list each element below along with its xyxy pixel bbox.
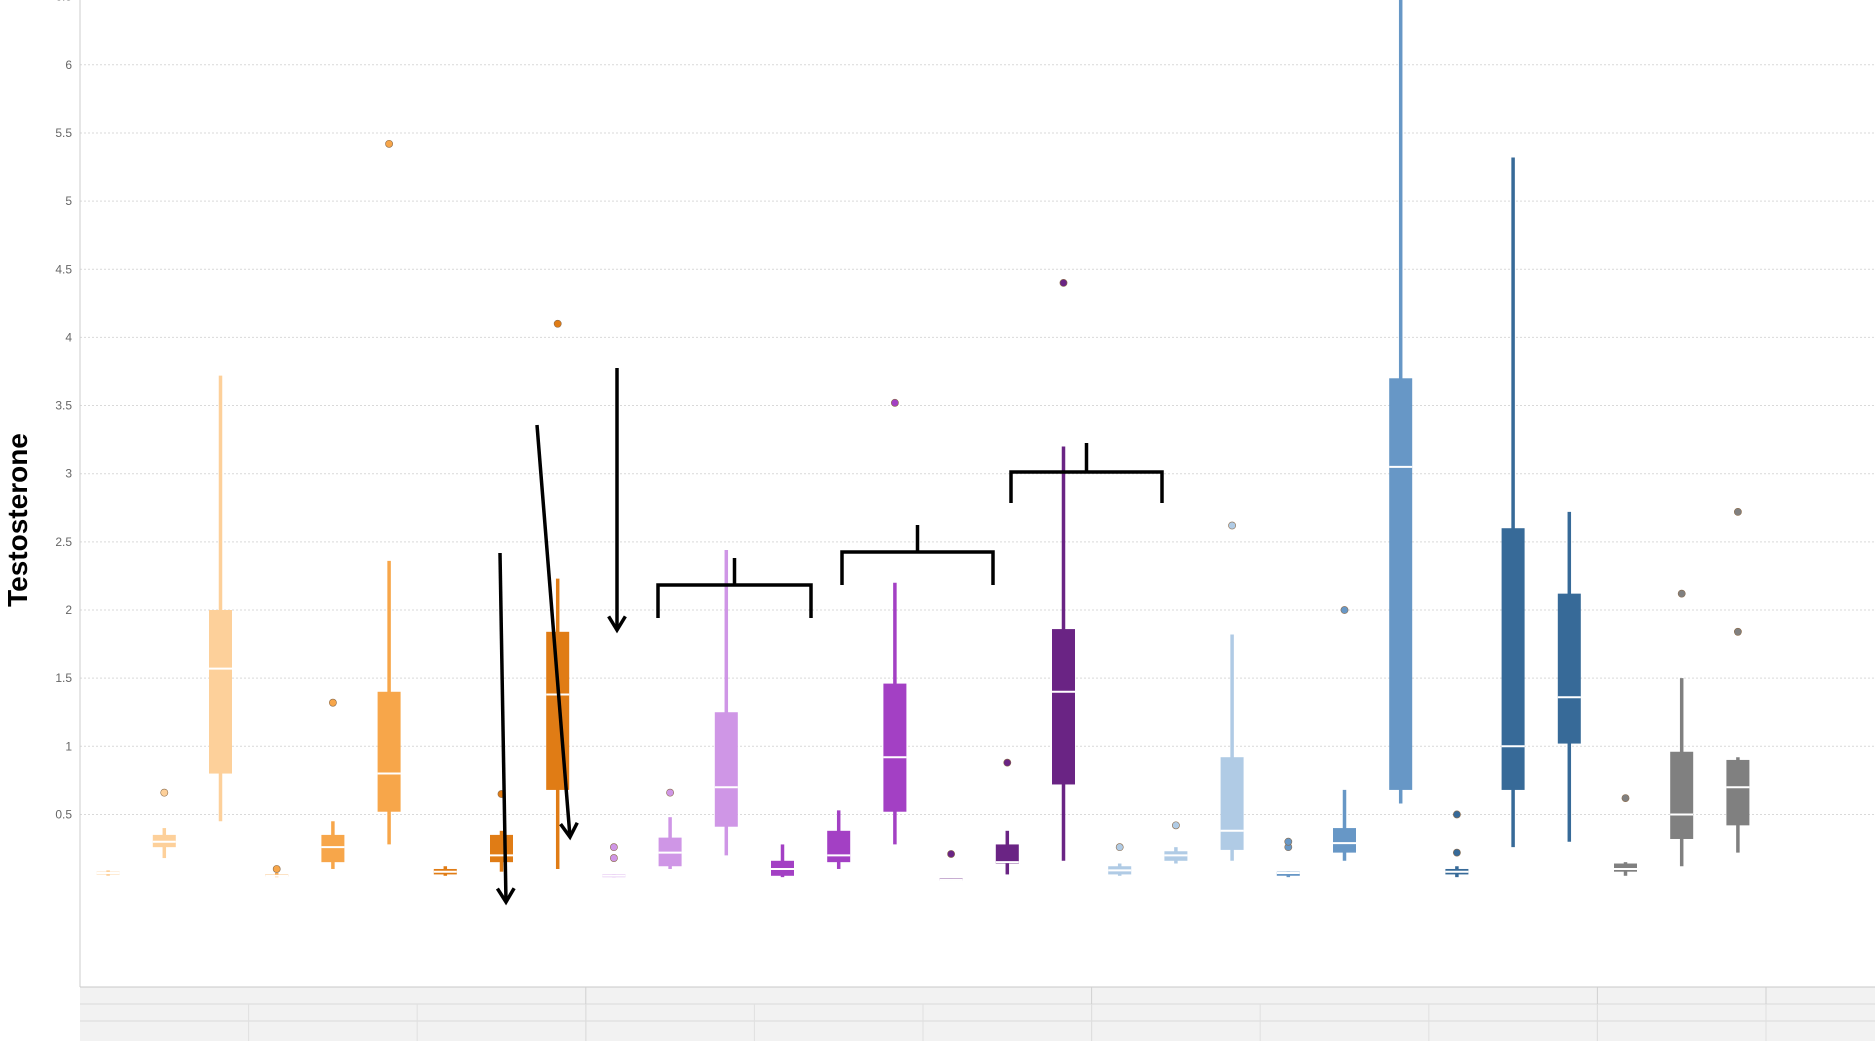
- outlier-point: [1003, 758, 1012, 767]
- outlier-point: [160, 788, 169, 797]
- outlier-point: [1677, 589, 1686, 598]
- box-body: [1557, 593, 1581, 744]
- box-series: [96, 0, 1750, 881]
- outlier-point: [947, 850, 955, 858]
- box-0-day42: [152, 788, 176, 859]
- outlier-point: [272, 865, 281, 873]
- outlier-point: [1115, 843, 1124, 852]
- box-body: [1501, 528, 1525, 790]
- box-9-day21: [1614, 794, 1637, 876]
- box-body: [883, 683, 907, 812]
- y-tick-label: 4: [65, 330, 72, 344]
- box-5-day42: [995, 758, 1019, 875]
- header-background: [80, 987, 1875, 1041]
- outlier-point: [1734, 507, 1742, 516]
- box-0-day21: [96, 870, 120, 876]
- outlier-point: [666, 788, 674, 797]
- outlier-point: [610, 843, 618, 852]
- outlier-point: [328, 698, 337, 707]
- box-1-day21: [265, 865, 289, 878]
- box-body: [1333, 828, 1356, 853]
- y-axis: Testosterone 0.5 1 1.5 2 2.5 3 3.5 4 4.5 5 5.5 6 6.5: [2, 0, 81, 987]
- box-body: [827, 830, 851, 863]
- outlier-point: [1621, 794, 1630, 802]
- box-body: [1726, 759, 1750, 826]
- outlier-point: [385, 139, 393, 148]
- arrow-head: [495, 887, 516, 906]
- outlier-point: [891, 398, 899, 407]
- outlier-point: [610, 854, 618, 862]
- outlier-point: [1453, 810, 1461, 819]
- box-body: [1052, 629, 1075, 785]
- box-3-day21: [602, 843, 626, 878]
- bracket: [1009, 470, 1164, 503]
- outlier-point: [553, 319, 562, 328]
- box-4-day21: [771, 844, 794, 878]
- box-body: [1670, 751, 1694, 839]
- y-axis-label: Testosterone: [2, 433, 33, 607]
- arrow-head: [607, 615, 627, 634]
- y-tick-label: 2.5: [55, 535, 72, 549]
- box-8-day21: [1445, 810, 1469, 878]
- box-body: [995, 844, 1019, 864]
- box-body: [321, 834, 345, 863]
- y-tick-label: 6: [65, 58, 72, 72]
- box-2-day42: [490, 790, 513, 872]
- outlier-point: [1284, 837, 1293, 846]
- y-tick-label: 3.5: [55, 399, 72, 413]
- box-7-day21: [1276, 837, 1300, 878]
- box-9-day83: [1726, 507, 1750, 853]
- outlier-point: [1172, 821, 1180, 830]
- category-header: [80, 986, 1875, 1041]
- bracket: [840, 550, 995, 585]
- box-5-day21: [939, 850, 963, 881]
- y-tick-label: 0.5: [55, 807, 72, 821]
- box-8-day83: [1557, 511, 1581, 842]
- box-6-day42: [1164, 821, 1188, 864]
- box-body: [1389, 378, 1413, 790]
- y-tick-label: 5: [65, 194, 72, 208]
- box-body: [209, 610, 232, 774]
- arrow-head: [559, 821, 579, 841]
- outlier-point: [1228, 521, 1236, 530]
- box-3-day42: [658, 788, 682, 869]
- box-7-day83: [1389, 0, 1413, 804]
- y-tick-label: 2: [65, 603, 72, 617]
- arrow-line: [498, 552, 508, 903]
- box-6-day83: [1220, 521, 1244, 861]
- outlier-point: [1453, 848, 1461, 857]
- y-tick-label: 6.5: [55, 0, 72, 4]
- outlier-point: [1340, 606, 1349, 614]
- gridlines: [80, 64, 1875, 815]
- y-tick-label: 1.5: [55, 671, 72, 685]
- y-tick-label: 4.5: [55, 262, 72, 276]
- arrow-line: [535, 424, 572, 838]
- box-3-day83: [714, 550, 738, 856]
- box-9-day42: [1670, 589, 1694, 867]
- box-body: [1614, 863, 1637, 872]
- box-body: [377, 691, 401, 812]
- box-5-day83: [1052, 278, 1075, 861]
- y-tick-label: 1: [65, 739, 72, 753]
- box-1-day42: [321, 698, 345, 869]
- box-4-day42: [827, 810, 851, 869]
- box-2-day21: [433, 866, 457, 876]
- outlier-point: [1734, 627, 1742, 636]
- box-0-day83: [209, 375, 232, 822]
- box-7-day42: [1333, 606, 1356, 861]
- y-tick-label: 5.5: [55, 126, 72, 140]
- bracket: [656, 583, 813, 618]
- outlier-point: [1059, 278, 1068, 287]
- y-tick-label: 3: [65, 467, 72, 481]
- box-1-day83: [377, 139, 401, 845]
- box-6-day21: [1108, 843, 1132, 876]
- box-4-day83: [883, 398, 907, 845]
- box-body: [714, 712, 738, 827]
- box-body: [1220, 757, 1244, 850]
- annotations: [495, 368, 1164, 906]
- box-body: [490, 834, 513, 863]
- box-8-day42: [1501, 157, 1525, 848]
